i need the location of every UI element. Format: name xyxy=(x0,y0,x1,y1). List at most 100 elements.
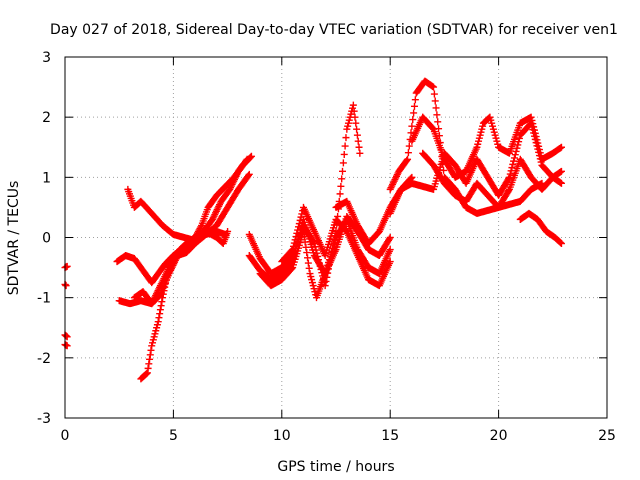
data-point xyxy=(145,360,153,368)
data-point xyxy=(289,242,297,250)
data-point xyxy=(351,113,359,121)
data-point xyxy=(509,160,517,168)
data-point xyxy=(321,282,329,290)
data-point xyxy=(352,119,360,127)
data-point xyxy=(301,238,309,246)
x-axis-label: GPS time / hours xyxy=(277,459,394,475)
y-tick-label: 0 xyxy=(42,231,51,247)
series-trace-3 xyxy=(61,331,71,341)
data-point xyxy=(302,243,310,251)
data-point xyxy=(530,123,538,131)
data-point xyxy=(288,265,296,273)
data-point xyxy=(294,226,302,234)
data-point xyxy=(244,171,252,179)
data-point xyxy=(353,125,361,133)
data-point xyxy=(409,116,417,124)
data-point xyxy=(297,213,305,221)
data-point xyxy=(355,143,363,151)
series-trace-11 xyxy=(245,101,364,290)
y-tick-label: 1 xyxy=(42,170,51,186)
series-trace-1 xyxy=(61,262,71,272)
data-point xyxy=(404,155,412,163)
data-point xyxy=(144,364,152,372)
data-point xyxy=(295,220,303,228)
data-point xyxy=(386,246,394,254)
data-point xyxy=(339,159,347,167)
data-point xyxy=(62,282,70,290)
data-point xyxy=(408,173,416,181)
data-point xyxy=(557,240,565,248)
data-point xyxy=(292,233,300,241)
data-point xyxy=(529,120,537,128)
data-point xyxy=(410,102,418,110)
data-point xyxy=(158,298,166,306)
data-point xyxy=(156,310,164,318)
data-point xyxy=(430,90,438,98)
data-point xyxy=(535,146,543,154)
data-point xyxy=(146,351,154,359)
y-tick-label: -3 xyxy=(37,411,51,427)
data-point xyxy=(506,170,514,178)
series-trace-8 xyxy=(137,234,199,383)
x-tick-label: 25 xyxy=(598,428,616,444)
data-point xyxy=(511,151,519,159)
data-point xyxy=(155,314,163,322)
data-point xyxy=(536,149,544,157)
data-point xyxy=(431,97,439,105)
y-tick-label: -1 xyxy=(37,291,51,307)
data-point xyxy=(160,287,168,295)
y-tick-label: 3 xyxy=(42,50,51,66)
data-point xyxy=(405,142,413,150)
data-point xyxy=(310,240,318,248)
data-point xyxy=(337,182,345,190)
data-point xyxy=(304,259,312,267)
data-point xyxy=(535,142,543,150)
data-point xyxy=(146,355,154,363)
data-point xyxy=(305,264,313,272)
data-point xyxy=(336,190,344,198)
data-point xyxy=(532,133,540,141)
series-trace-14 xyxy=(278,203,394,290)
chart-title: Day 027 of 2018, Sidereal Day-to-day VTE… xyxy=(50,22,618,38)
data-point xyxy=(296,216,304,224)
data-point xyxy=(342,134,350,142)
data-point xyxy=(510,154,518,162)
data-point xyxy=(288,246,296,254)
data-point xyxy=(338,175,346,183)
data-point xyxy=(527,113,535,121)
data-point xyxy=(147,346,155,354)
data-point xyxy=(531,129,539,137)
data-point xyxy=(350,107,358,115)
data-point xyxy=(142,370,150,378)
series-trace-19 xyxy=(419,149,565,211)
data-point xyxy=(528,116,536,124)
series-trace-20 xyxy=(516,209,565,248)
data-point xyxy=(354,137,362,145)
data-point xyxy=(505,175,513,183)
x-tick-label: 15 xyxy=(381,428,399,444)
series-trace-10 xyxy=(180,152,255,254)
data-point xyxy=(434,118,442,126)
data-point xyxy=(159,294,167,302)
data-point xyxy=(159,290,167,298)
data-point xyxy=(513,144,521,152)
data-point xyxy=(294,223,302,231)
series-trace-2 xyxy=(61,280,70,290)
data-point xyxy=(299,227,307,235)
x-tick-label: 5 xyxy=(169,428,178,444)
data-point xyxy=(197,223,205,231)
data-point xyxy=(430,83,438,91)
data-point xyxy=(247,153,255,161)
data-point xyxy=(221,230,229,238)
data-point xyxy=(304,254,312,262)
data-point xyxy=(385,235,393,243)
data-point xyxy=(247,152,255,160)
data-marks xyxy=(61,77,565,383)
data-point xyxy=(386,234,394,241)
data-point xyxy=(340,150,348,158)
x-tick-label: 20 xyxy=(490,428,508,444)
data-point xyxy=(293,229,301,237)
data-point xyxy=(291,236,299,244)
data-point xyxy=(290,239,298,247)
data-point xyxy=(556,238,564,246)
